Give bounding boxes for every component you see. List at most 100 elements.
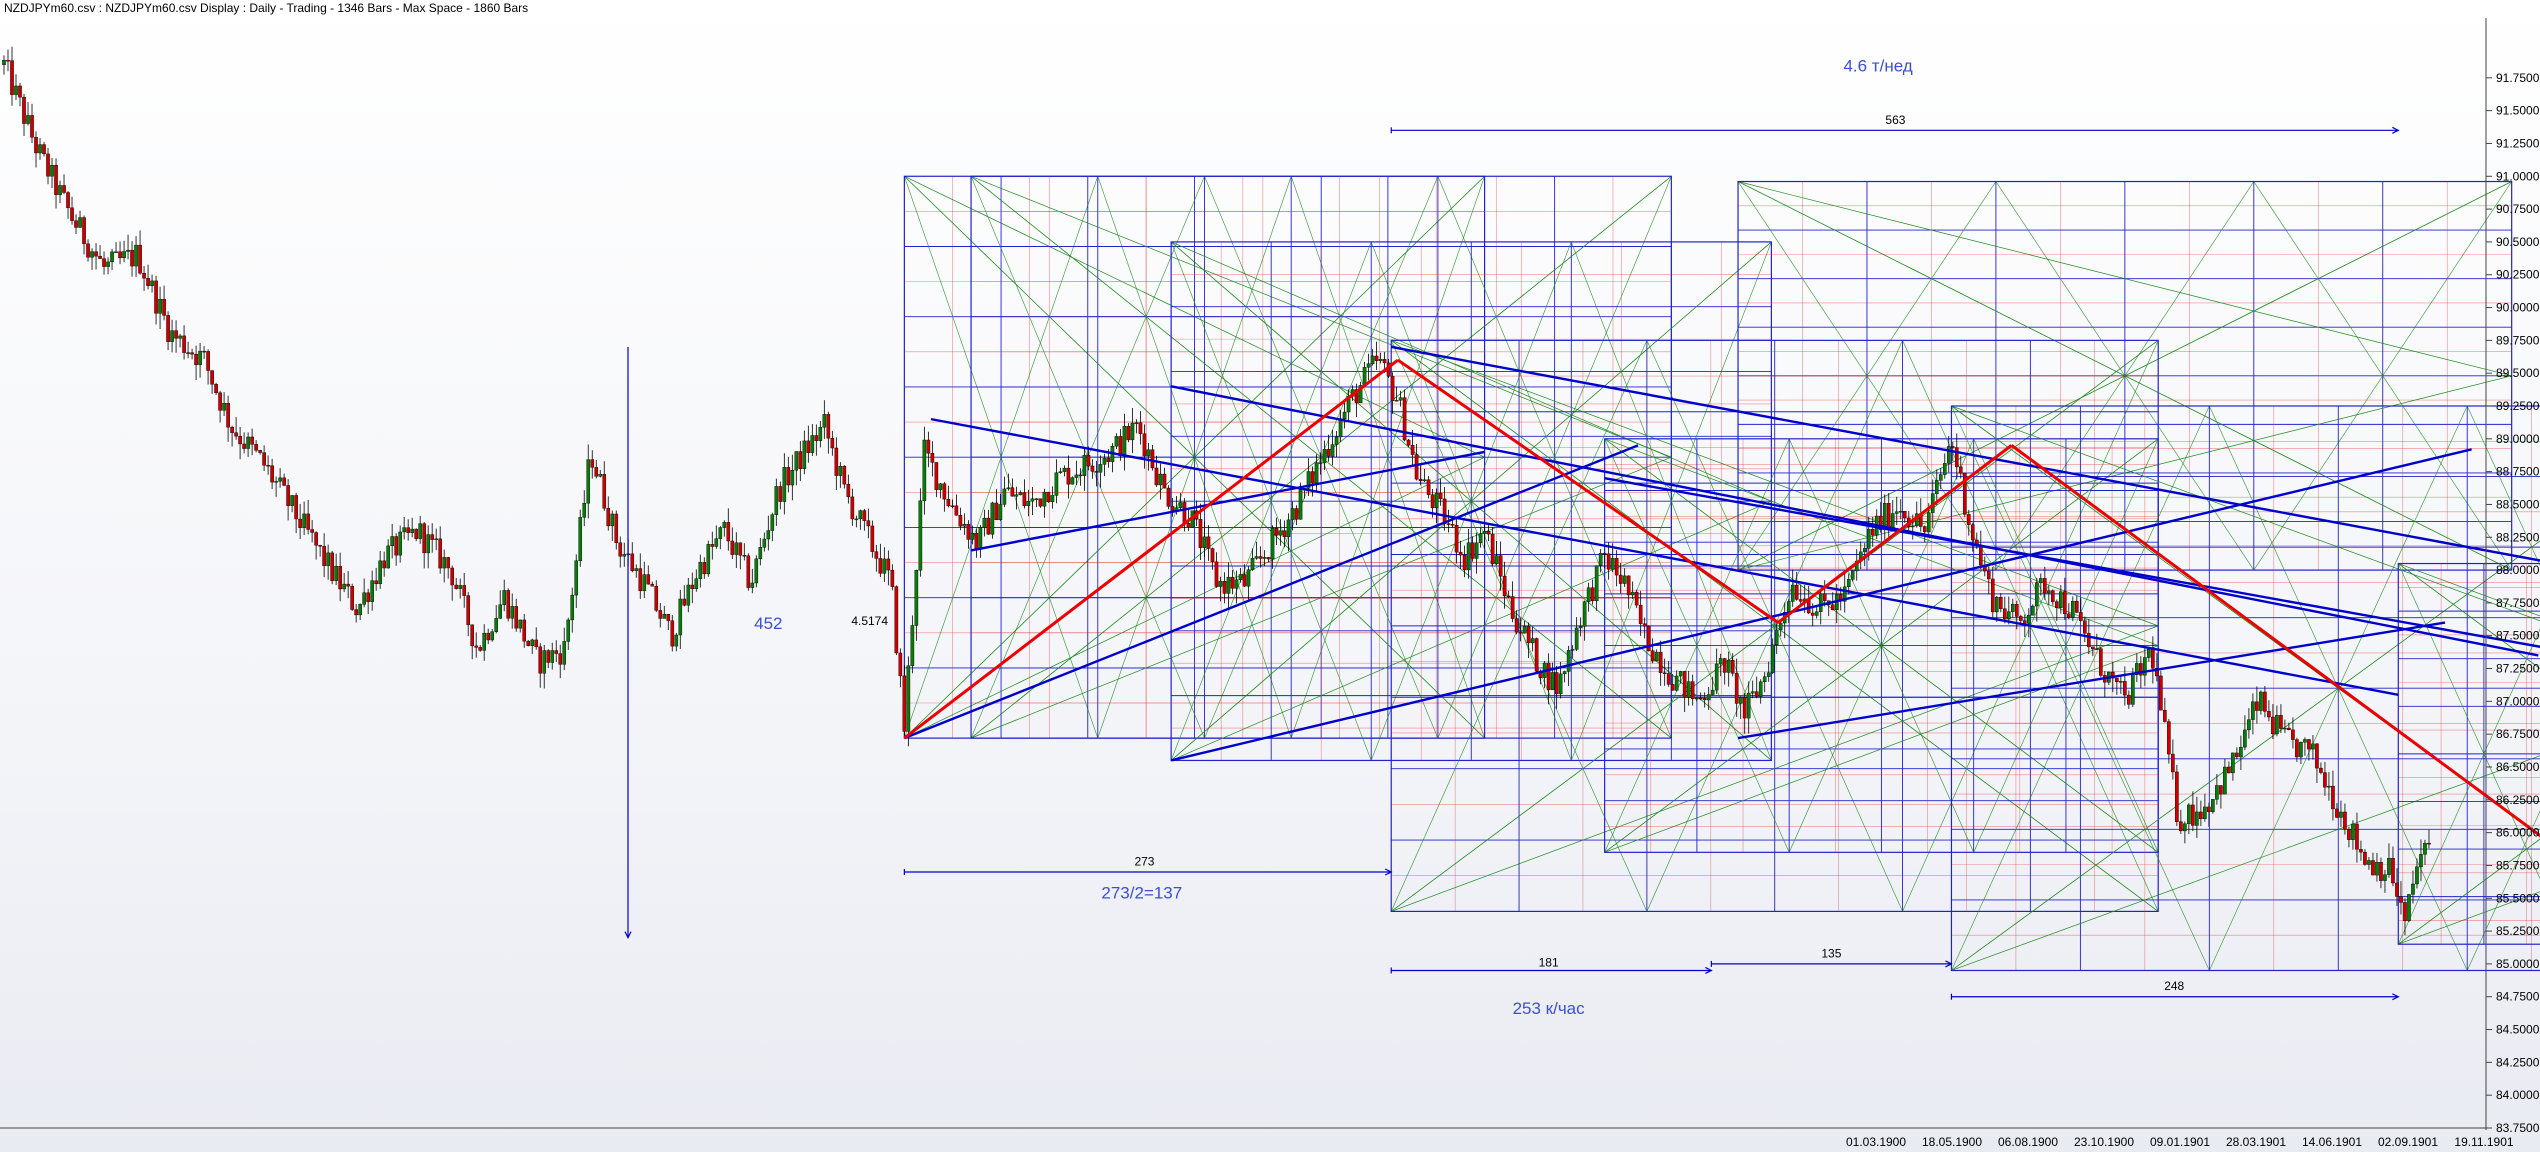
candle-body	[566, 619, 571, 642]
candle-body	[834, 447, 839, 476]
candle-body	[966, 523, 971, 540]
candle-body	[410, 528, 414, 533]
candle-body	[658, 610, 663, 619]
price-tick-label: 87.5000	[2496, 629, 2540, 643]
candle-body	[714, 538, 719, 547]
candle-body	[1042, 491, 1047, 507]
trendline-blue	[1170, 448, 2472, 762]
candle-body	[142, 273, 146, 279]
candle-body	[262, 452, 266, 466]
candle-body	[2215, 785, 2219, 800]
diagonal-line-green	[1170, 241, 1772, 502]
candle-body	[1602, 553, 1607, 555]
measure-arrow	[2392, 993, 2400, 1001]
time-tick-label: 06.08.1900	[1998, 1135, 2058, 1149]
candle-body	[1010, 487, 1015, 497]
candle-body	[882, 558, 887, 574]
candle-body	[2179, 821, 2183, 832]
candle-body	[1910, 525, 1915, 528]
candle-body	[1682, 671, 1687, 698]
annotation-label: 135	[1821, 946, 1841, 960]
candle-body	[226, 403, 230, 428]
candle-body	[1206, 536, 1211, 549]
candle-body	[1954, 447, 1959, 468]
price-tick-label: 84.2500	[2496, 1055, 2540, 1069]
candle-body	[398, 531, 402, 556]
candle-body	[598, 474, 603, 477]
candle-body	[1422, 479, 1427, 482]
candle-body	[1414, 454, 1419, 480]
measure-arrow	[2392, 126, 2400, 134]
price-tick-label: 91.7500	[2496, 71, 2540, 85]
candle-body	[42, 144, 46, 155]
candle-body	[50, 165, 54, 177]
diagonal-line-green	[1604, 645, 2159, 853]
candle-body	[2271, 716, 2275, 735]
diagonal-line-green	[1390, 340, 2159, 912]
time-tick-label: 14.06.1901	[2302, 1135, 2362, 1149]
chart-title: NZDJPYm60.csv : NZDJPYm60.csv Display : …	[4, 1, 529, 15]
candle-body	[402, 527, 406, 533]
candle-body	[1322, 449, 1327, 463]
candle-body	[770, 514, 775, 531]
candle-body	[286, 485, 290, 506]
candle-body	[1702, 698, 1707, 701]
candle-body	[790, 470, 795, 486]
candle-body	[1394, 400, 1399, 402]
measure-arrow	[1384, 868, 1393, 876]
candle-body	[610, 513, 615, 527]
candle-body	[170, 330, 174, 342]
candle-body	[1754, 691, 1759, 697]
candle-body	[1290, 508, 1295, 521]
candle-body	[1026, 500, 1031, 506]
candle-body	[322, 546, 326, 566]
candle-body	[1606, 553, 1611, 570]
candle-body	[2043, 578, 2047, 594]
candle-body	[1186, 523, 1191, 528]
annotation-layer: 4.6 т/нед 563 452 4.5174 273 273/2=137 181 135 2…	[754, 56, 2184, 1018]
candle-body	[178, 335, 182, 339]
diagonal-line-green	[1604, 438, 2159, 853]
candle-body	[1550, 672, 1555, 691]
candle-body	[1134, 422, 1139, 425]
candle-body	[34, 137, 38, 154]
candle-body	[974, 533, 979, 549]
candle-body	[1570, 649, 1575, 651]
candle-body	[594, 467, 599, 477]
candle-body	[2303, 739, 2307, 743]
candle-body	[2123, 681, 2127, 696]
candle-body	[686, 584, 691, 606]
candle-body	[1122, 426, 1127, 457]
candle-body	[1886, 503, 1891, 528]
price-tick-label: 85.0000	[2496, 957, 2540, 971]
candle-body	[1366, 363, 1371, 368]
diagonal-line-green	[1951, 405, 2540, 622]
candle-body	[1170, 506, 1175, 511]
candle-body	[418, 523, 422, 539]
candle-body	[554, 650, 559, 654]
candle-body	[2315, 743, 2319, 769]
candle-body	[2371, 860, 2375, 876]
candle-body	[950, 505, 955, 507]
candle-body	[1558, 673, 1563, 695]
candle-body	[274, 481, 278, 483]
candle-body	[570, 594, 575, 621]
candle-body	[2035, 582, 2039, 607]
diagonal-line-green	[2466, 810, 2540, 971]
candle-body	[1430, 494, 1435, 509]
diagonal-line-green	[1391, 625, 2159, 912]
candle-body	[314, 532, 318, 546]
candle-body	[506, 590, 511, 619]
candle-body	[2399, 896, 2403, 903]
candle-body	[338, 565, 342, 590]
candle-body	[2403, 902, 2407, 921]
candle-body	[1238, 574, 1243, 580]
candle-body	[1578, 626, 1583, 629]
candle-body	[870, 525, 875, 552]
candle-body	[1486, 531, 1491, 535]
candle-body	[1282, 530, 1287, 538]
candle-body	[1942, 463, 1947, 475]
candle-body	[2307, 739, 2311, 750]
